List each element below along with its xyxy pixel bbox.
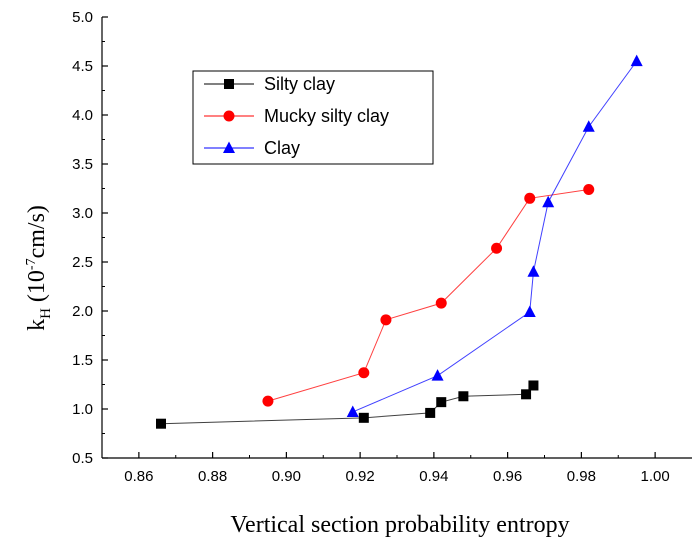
data-point-clay bbox=[630, 54, 643, 67]
x-tick-label: 0.90 bbox=[272, 468, 301, 485]
legend-marker-silty-clay bbox=[224, 79, 234, 89]
data-point-mucky-silty-clay bbox=[380, 314, 392, 326]
data-point-silty-clay bbox=[156, 418, 166, 429]
series-clay bbox=[346, 54, 643, 417]
data-point-mucky-silty-clay bbox=[435, 297, 447, 309]
y-axis-title-base: k bbox=[24, 319, 50, 331]
data-point-mucky-silty-clay bbox=[524, 192, 536, 204]
y-axis-title-unit: cm/s) bbox=[24, 205, 50, 258]
y-tick-label: 5.0 bbox=[72, 9, 93, 26]
data-point-silty-clay bbox=[528, 380, 539, 391]
data-point-mucky-silty-clay bbox=[262, 395, 274, 407]
y-tick-label: 4.0 bbox=[72, 107, 93, 124]
series-silty-clay bbox=[156, 380, 539, 429]
y-axis-ticks: 0.5 1.0 1.5 2.0 2.5 3.0 3.5 4.0 4.5 5.0 bbox=[72, 9, 108, 467]
y-tick-label: 3.0 bbox=[72, 205, 93, 222]
y-tick-label: 2.0 bbox=[72, 303, 93, 320]
x-tick-label: 0.92 bbox=[346, 468, 375, 485]
x-axis-ticks: 0.86 0.88 0.90 0.92 0.94 0.96 0.98 1.00 bbox=[124, 452, 670, 485]
x-tick-label: 0.98 bbox=[567, 468, 596, 485]
y-tick-label: 0.5 bbox=[72, 450, 93, 467]
legend-marker-mucky-silty-clay bbox=[223, 110, 235, 122]
data-point-silty-clay bbox=[436, 397, 447, 408]
y-axis-title: kH (10-7cm/s) bbox=[24, 205, 54, 331]
x-tick-label: 0.86 bbox=[124, 468, 153, 485]
y-axis-title-paren: (10 bbox=[24, 270, 50, 308]
y-axis-title-exp: -7 bbox=[24, 258, 39, 270]
data-point-silty-clay bbox=[458, 391, 469, 402]
series-mucky-silty-clay bbox=[262, 183, 595, 407]
data-point-clay bbox=[582, 120, 595, 132]
data-point-clay bbox=[523, 305, 536, 317]
data-point-clay bbox=[346, 405, 359, 417]
legend-marker-clay bbox=[223, 141, 235, 153]
data-point-mucky-silty-clay bbox=[491, 242, 503, 254]
data-point-clay bbox=[431, 369, 444, 381]
legend-label-silty-clay: Silty clay bbox=[264, 74, 335, 94]
legend: Silty clay Mucky silty clay Clay bbox=[192, 70, 434, 165]
x-axis-title: Vertical section probability entropy bbox=[230, 512, 569, 538]
x-tick-label: 1.00 bbox=[641, 468, 670, 485]
y-tick-label: 1.5 bbox=[72, 352, 93, 369]
data-point-mucky-silty-clay bbox=[583, 183, 595, 195]
x-tick-label: 0.94 bbox=[419, 468, 448, 485]
y-axis-title-sub: H bbox=[38, 308, 54, 319]
y-tick-label: 2.5 bbox=[72, 254, 93, 271]
x-tick-label: 0.96 bbox=[493, 468, 522, 485]
y-tick-label: 4.5 bbox=[72, 58, 93, 75]
legend-label-mucky-silty-clay: Mucky silty clay bbox=[264, 106, 389, 126]
data-point-clay bbox=[527, 265, 540, 277]
data-point-silty-clay bbox=[425, 407, 436, 418]
series-layer bbox=[156, 54, 643, 429]
y-tick-label: 3.5 bbox=[72, 156, 93, 173]
data-point-mucky-silty-clay bbox=[358, 367, 370, 379]
data-point-clay bbox=[542, 195, 555, 208]
x-tick-label: 0.88 bbox=[198, 468, 227, 485]
legend-label-clay: Clay bbox=[264, 138, 300, 158]
data-point-silty-clay bbox=[521, 389, 532, 400]
data-point-silty-clay bbox=[358, 412, 369, 423]
y-tick-label: 1.0 bbox=[72, 401, 93, 418]
